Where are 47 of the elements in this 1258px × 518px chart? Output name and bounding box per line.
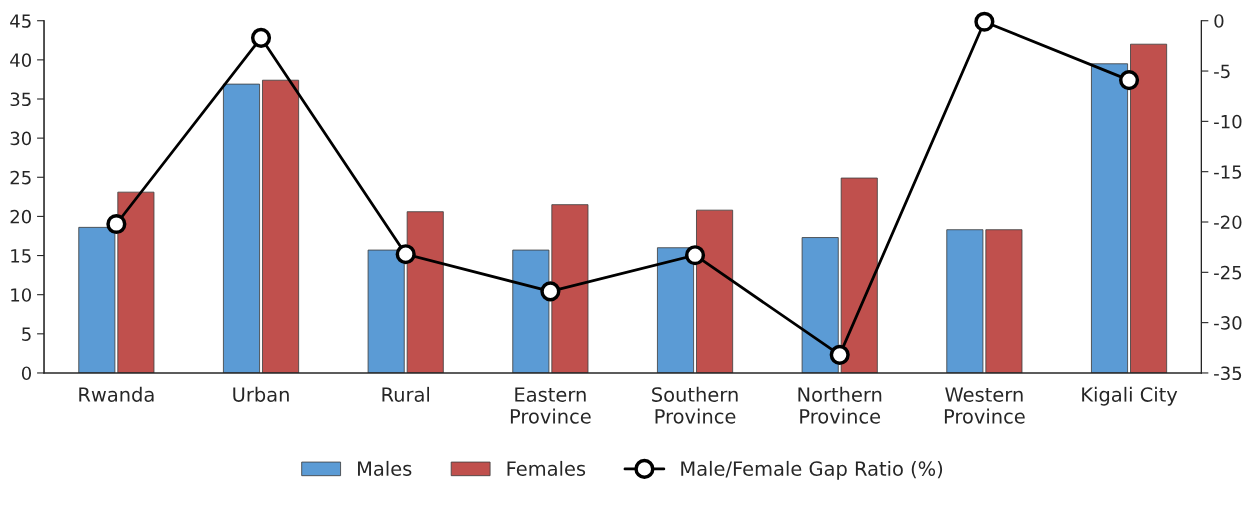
x-tick-label: Rwanda	[79, 386, 154, 402]
y-tick-label: 25	[10, 170, 31, 185]
bar	[406, 211, 444, 373]
bar	[1091, 63, 1129, 373]
y-tick-label: 10	[11, 288, 32, 302]
point	[106, 213, 127, 235]
point	[395, 244, 416, 265]
point	[1118, 70, 1140, 91]
point	[684, 245, 706, 266]
x-tick-label: Northern Province	[798, 386, 882, 424]
point	[974, 11, 995, 32]
y2-tick-label: -25	[1214, 265, 1242, 280]
y-tick-label: 45	[10, 14, 31, 28]
x-tick-label: Rural	[382, 386, 430, 402]
bar	[657, 247, 695, 373]
x-tick-label: Southern Province	[652, 386, 738, 424]
y-tick-label: 5	[22, 327, 31, 341]
legend-label: Males	[358, 460, 412, 476]
point	[250, 27, 272, 48]
bar	[801, 237, 839, 373]
y2-tick-label: -35	[1214, 366, 1242, 381]
point	[540, 281, 561, 302]
y-tick-label: 20	[10, 209, 32, 224]
legend-label: Females	[507, 460, 586, 476]
x-tick-label: Western Province	[944, 387, 1025, 424]
bar	[223, 83, 261, 373]
bar	[262, 79, 300, 373]
y2-tick-label: -15	[1214, 165, 1242, 179]
y2-tick-label: -30	[1214, 316, 1242, 330]
bar	[696, 209, 734, 373]
x-tick-label: Kigali City	[1082, 386, 1178, 406]
y2-tick-label: -20	[1214, 215, 1242, 230]
y2-tick-label: -10	[1214, 114, 1242, 129]
y2-tick-label: -5	[1214, 64, 1230, 79]
y-tick-label: 0	[21, 366, 32, 381]
bar	[367, 249, 405, 373]
bar	[1130, 43, 1168, 373]
bar	[840, 177, 878, 373]
y2-tick-label: 0	[1214, 14, 1224, 28]
y-tick-label: 30	[10, 131, 32, 146]
y-tick-label: 35	[10, 92, 31, 107]
legend-label: Male/Female Gap Ratio (%)	[681, 460, 943, 480]
x-tick-label: Urban	[233, 386, 289, 402]
y-tick-label: 15	[11, 249, 31, 263]
y-tick-label: 40	[10, 53, 32, 67]
point	[829, 344, 850, 365]
x-tick-label: Eastern Province	[510, 387, 591, 424]
